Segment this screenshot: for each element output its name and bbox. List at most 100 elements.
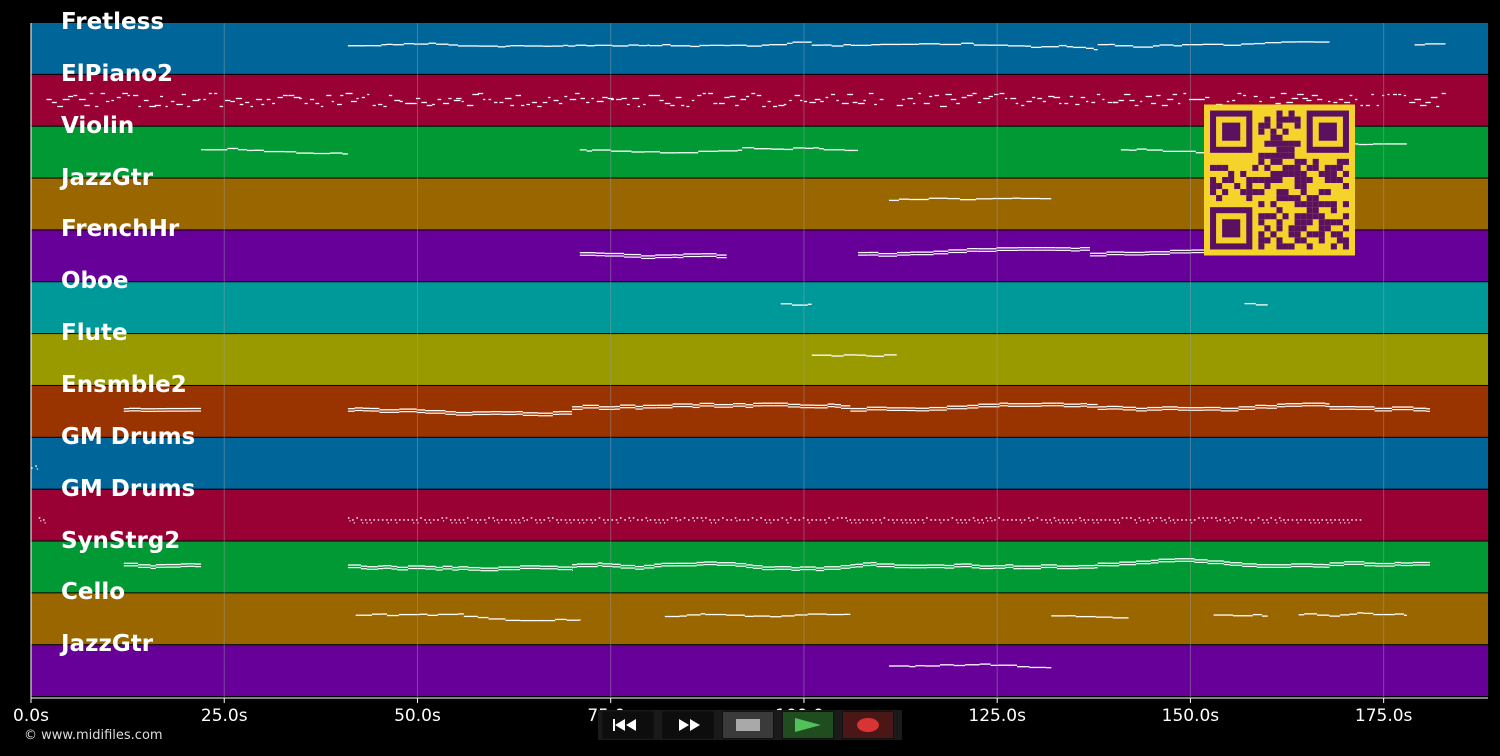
note	[1412, 564, 1431, 566]
stop-button[interactable]	[722, 711, 774, 739]
qr-code-icon[interactable]	[1204, 104, 1355, 256]
note	[999, 405, 1008, 407]
note	[818, 148, 824, 150]
note	[897, 254, 911, 256]
note	[455, 414, 473, 416]
note	[1267, 522, 1269, 524]
note	[926, 566, 945, 569]
note	[564, 519, 567, 521]
rewind-button[interactable]	[602, 711, 654, 739]
note	[519, 567, 541, 570]
note	[901, 407, 908, 409]
note	[140, 408, 157, 410]
note	[858, 251, 868, 254]
note	[1382, 94, 1385, 97]
note	[1280, 92, 1287, 95]
note	[537, 105, 542, 108]
note	[874, 103, 877, 106]
note	[740, 98, 747, 101]
note	[968, 519, 971, 521]
note	[708, 92, 713, 95]
note	[675, 562, 697, 564]
note	[670, 45, 691, 47]
note	[445, 411, 456, 413]
note	[347, 564, 361, 566]
note	[526, 519, 529, 521]
note	[1023, 568, 1042, 570]
play-icon	[795, 718, 821, 732]
note	[142, 564, 151, 566]
note	[1091, 519, 1094, 521]
note	[272, 102, 276, 105]
note	[381, 44, 387, 46]
note	[683, 517, 686, 519]
note	[602, 563, 613, 565]
note	[1202, 517, 1204, 519]
note	[581, 519, 584, 521]
note	[813, 147, 819, 149]
note	[1007, 405, 1030, 407]
note	[855, 566, 864, 568]
fast-forward-button[interactable]	[662, 711, 714, 739]
note	[884, 354, 897, 356]
note	[841, 517, 843, 519]
note	[331, 100, 334, 103]
track-label: Fretless	[61, 9, 165, 35]
note	[826, 613, 844, 616]
note	[1244, 519, 1247, 521]
note	[1080, 402, 1088, 405]
note	[165, 566, 181, 568]
note	[939, 105, 947, 108]
note	[915, 407, 930, 409]
record-button[interactable]	[842, 711, 894, 739]
note	[1284, 522, 1286, 524]
note	[1384, 143, 1399, 145]
note	[246, 149, 254, 152]
note	[369, 407, 380, 410]
note	[979, 565, 993, 567]
note	[621, 97, 627, 100]
note	[1355, 408, 1375, 411]
note	[203, 98, 206, 101]
note	[800, 404, 815, 406]
note	[773, 402, 788, 404]
note	[1097, 43, 1109, 46]
note	[1373, 143, 1385, 145]
note	[296, 152, 314, 154]
note	[266, 98, 271, 101]
note	[753, 615, 771, 617]
note	[1087, 403, 1098, 406]
note	[691, 99, 695, 102]
note	[746, 566, 753, 569]
note	[1114, 522, 1116, 524]
note	[557, 568, 572, 571]
note	[886, 409, 902, 412]
note	[558, 413, 573, 415]
note	[611, 519, 614, 521]
note	[930, 519, 932, 521]
note	[792, 41, 812, 43]
note	[1007, 45, 1025, 47]
note	[943, 519, 945, 521]
note	[638, 44, 648, 47]
note	[663, 522, 666, 524]
play-button[interactable]	[782, 711, 834, 739]
note	[948, 251, 967, 254]
note	[367, 93, 370, 96]
note	[1174, 522, 1176, 524]
track-label: Flute	[61, 320, 128, 347]
note	[850, 564, 856, 566]
note	[1182, 44, 1203, 46]
note	[519, 565, 541, 567]
note	[686, 614, 701, 616]
note	[843, 44, 851, 46]
note	[664, 615, 680, 618]
note	[894, 567, 909, 569]
note	[1355, 98, 1358, 101]
note	[736, 520, 738, 522]
note	[420, 517, 422, 519]
note	[1093, 522, 1095, 524]
note	[68, 95, 74, 98]
note	[859, 522, 861, 524]
note	[288, 94, 295, 97]
